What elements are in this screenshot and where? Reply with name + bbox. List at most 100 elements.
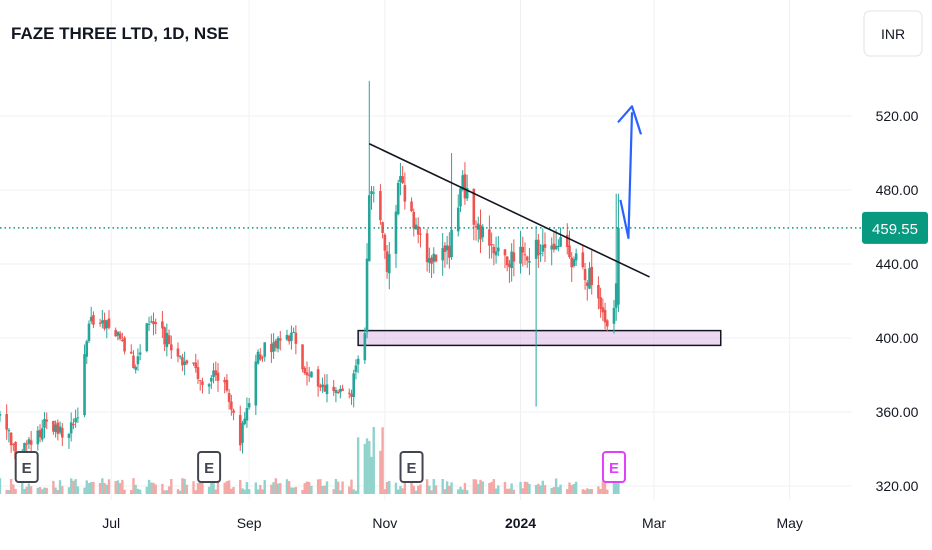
candle-body <box>258 354 262 360</box>
volume-bar <box>412 485 415 494</box>
volume-bar <box>505 488 509 494</box>
volume-bar <box>428 485 431 494</box>
volume-bar <box>105 484 108 494</box>
candle-body <box>350 393 353 397</box>
volume-bar <box>76 486 80 494</box>
time-axis[interactable]: Jul Sep Nov 2024 Mar May <box>102 515 803 531</box>
volume-bar <box>383 489 387 494</box>
candle-body <box>14 442 17 460</box>
volume-bar <box>603 478 607 494</box>
earnings-badge[interactable]: E <box>197 451 222 483</box>
candle-body <box>492 246 496 254</box>
volume-bar <box>241 488 244 494</box>
volume-bar <box>87 483 91 494</box>
volume-bar <box>554 478 558 494</box>
candle-body <box>479 225 482 240</box>
candle-body <box>494 251 498 256</box>
volume-bar <box>448 485 451 494</box>
candle-body <box>287 335 291 342</box>
volume-bar <box>523 481 527 494</box>
volume-bar <box>396 489 400 494</box>
candle-body <box>105 320 109 329</box>
arrow-head <box>617 105 643 135</box>
volume-bar <box>130 490 133 494</box>
volume-bar <box>83 487 86 494</box>
candle-body <box>243 418 246 425</box>
volume-bar <box>239 479 242 494</box>
volume-bar <box>114 481 117 494</box>
support-zone[interactable] <box>357 329 722 347</box>
candle-body <box>207 384 211 387</box>
volume-bar <box>54 487 57 494</box>
price-axis[interactable]: 320.00 360.00 400.00 440.00 480.00 520.00 <box>876 108 919 494</box>
candle-body <box>490 244 493 246</box>
trendline[interactable] <box>368 143 650 278</box>
volume-bar <box>526 482 529 494</box>
volume-bar <box>274 478 278 494</box>
support-zone-layer[interactable] <box>357 329 722 347</box>
candle-body <box>528 261 531 263</box>
candle-body <box>196 367 200 379</box>
candle-body <box>459 188 462 207</box>
candle-body <box>210 377 213 382</box>
candle-body <box>132 355 135 368</box>
volume-bar <box>543 485 547 494</box>
volume-bar <box>196 482 200 494</box>
volume-bar <box>176 489 180 494</box>
candle-body <box>465 187 469 199</box>
candle-body <box>476 223 480 230</box>
earnings-badge[interactable]: E <box>14 451 39 483</box>
volume-bar <box>58 480 62 494</box>
volume-bar <box>332 489 335 494</box>
earnings-badge[interactable]: E <box>601 451 626 483</box>
volume-bar <box>259 484 262 494</box>
candle-body <box>194 362 198 369</box>
volume-bar <box>574 481 578 494</box>
drawings-layer[interactable] <box>368 105 650 278</box>
volume-bar <box>230 488 233 494</box>
projection-arrow[interactable] <box>619 112 634 240</box>
candle-body <box>256 351 260 364</box>
candle-body <box>572 259 576 266</box>
earnings-badge[interactable]: E <box>399 451 424 483</box>
volume-bar <box>492 479 496 494</box>
volume-bar <box>52 480 55 494</box>
volume-bar <box>103 483 106 494</box>
candle-body <box>101 320 104 324</box>
volume-bar <box>463 482 467 494</box>
volume-bar <box>56 490 60 494</box>
candle-body <box>185 360 189 364</box>
candle-body <box>285 334 289 340</box>
candle-body <box>363 333 367 361</box>
currency-button[interactable]: INR <box>863 10 923 57</box>
candle-body <box>38 430 42 438</box>
candle-body <box>23 442 26 456</box>
candle-body <box>574 253 578 261</box>
candle-body <box>339 388 342 393</box>
candle-body <box>147 323 151 325</box>
volume-bar <box>385 481 389 494</box>
candle-body <box>134 366 137 370</box>
earnings-badge-label: E <box>204 460 214 477</box>
candle-body <box>365 258 369 333</box>
candle-body <box>332 386 335 391</box>
candle-body <box>301 344 304 370</box>
candle-body <box>107 318 111 328</box>
candle-body <box>176 348 180 357</box>
volume-bar <box>123 489 126 494</box>
candle-body <box>36 430 40 445</box>
candle-body <box>198 380 202 382</box>
volume-bar <box>512 489 516 494</box>
last-price-tag <box>862 211 928 244</box>
candle-body <box>603 309 607 323</box>
volume-bar <box>5 489 8 494</box>
candle-body <box>539 252 542 254</box>
x-tick-label: Nov <box>372 515 397 531</box>
candle-body <box>399 176 402 183</box>
volume-bar <box>399 485 402 494</box>
volume-bar <box>597 486 600 494</box>
volume-bar <box>25 486 28 494</box>
volume-bar <box>348 486 351 494</box>
